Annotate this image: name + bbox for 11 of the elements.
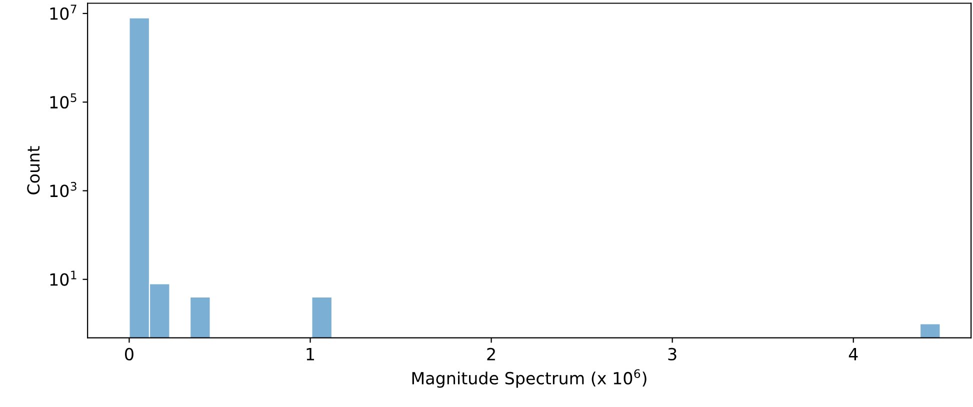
x-tick-label: 3 bbox=[668, 348, 676, 360]
x-tick-label: 4 bbox=[848, 348, 858, 360]
x-tick-label: 0 bbox=[125, 348, 134, 360]
y-axis-title: Count bbox=[27, 146, 40, 194]
x-tick-label: 2 bbox=[487, 348, 495, 360]
x-tick-label: 1 bbox=[306, 348, 314, 360]
y-tick-label: 10$^{1}$ bbox=[50, 270, 76, 286]
x-axis-title: Magnitude Spectrum (x 10$^{6}$) bbox=[412, 369, 646, 388]
y-tick-label: 10$^{5}$ bbox=[50, 93, 76, 109]
y-tick-label: 10$^{3}$ bbox=[50, 182, 76, 198]
y-tick-label: 10$^{7}$ bbox=[50, 4, 76, 20]
